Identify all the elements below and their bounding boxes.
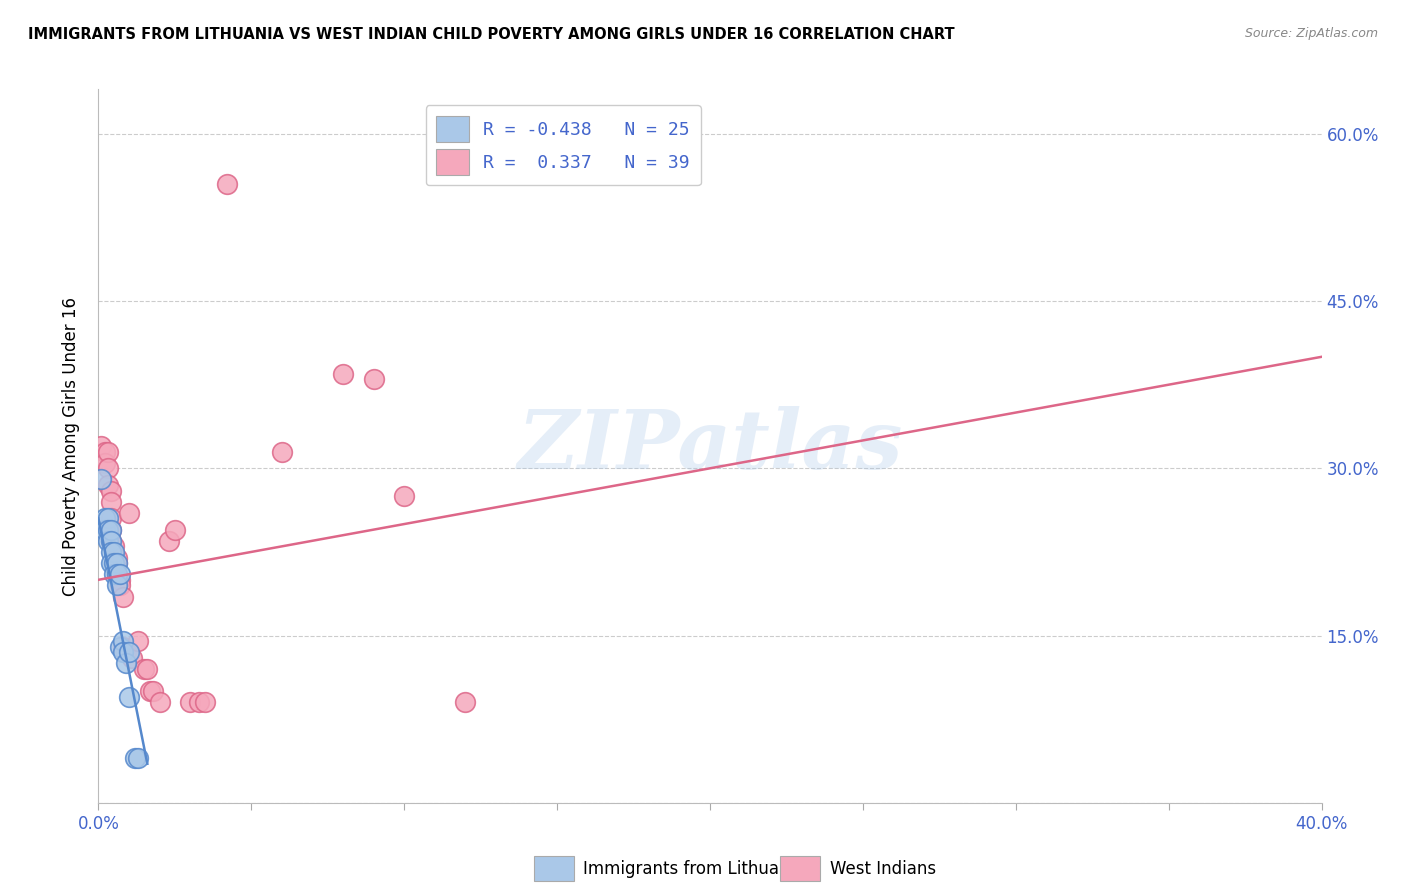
Point bbox=[111, 645, 134, 659]
Point bbox=[103, 550, 125, 565]
Point bbox=[392, 489, 416, 503]
Point bbox=[100, 533, 122, 548]
Point bbox=[139, 684, 162, 698]
Point bbox=[127, 751, 149, 765]
Point bbox=[111, 640, 134, 654]
Point bbox=[188, 696, 211, 710]
Text: IMMIGRANTS FROM LITHUANIA VS WEST INDIAN CHILD POVERTY AMONG GIRLS UNDER 16 CORR: IMMIGRANTS FROM LITHUANIA VS WEST INDIAN… bbox=[28, 27, 955, 42]
Point bbox=[100, 556, 122, 570]
Point bbox=[90, 439, 112, 453]
Point bbox=[118, 506, 141, 520]
Text: ZIPatlas: ZIPatlas bbox=[517, 406, 903, 486]
Point bbox=[103, 567, 125, 582]
Point bbox=[97, 511, 120, 525]
Point bbox=[105, 556, 128, 570]
Point bbox=[103, 545, 125, 559]
Point bbox=[108, 567, 131, 582]
Point bbox=[100, 545, 122, 559]
Point bbox=[108, 573, 131, 587]
Point bbox=[105, 550, 128, 565]
Point bbox=[103, 556, 125, 570]
Text: Source: ZipAtlas.com: Source: ZipAtlas.com bbox=[1244, 27, 1378, 40]
Point bbox=[100, 483, 122, 498]
Legend: R = -0.438   N = 25, R =  0.337   N = 39: R = -0.438 N = 25, R = 0.337 N = 39 bbox=[426, 105, 700, 186]
Point bbox=[332, 367, 354, 381]
Point bbox=[179, 696, 201, 710]
Point bbox=[105, 567, 128, 582]
Point bbox=[100, 523, 122, 537]
Point bbox=[97, 533, 120, 548]
Point bbox=[124, 751, 146, 765]
Point bbox=[100, 523, 122, 537]
Point bbox=[134, 662, 156, 676]
Y-axis label: Child Poverty Among Girls Under 16: Child Poverty Among Girls Under 16 bbox=[62, 296, 80, 596]
Point bbox=[108, 640, 131, 654]
Point bbox=[163, 523, 186, 537]
Point bbox=[363, 372, 385, 386]
Point bbox=[97, 478, 120, 492]
Point bbox=[100, 494, 122, 508]
Point bbox=[105, 556, 128, 570]
Point bbox=[93, 456, 115, 470]
Point bbox=[118, 645, 141, 659]
Point bbox=[93, 511, 115, 525]
Point bbox=[100, 533, 122, 548]
Point bbox=[194, 696, 217, 710]
Point bbox=[157, 533, 180, 548]
Point bbox=[100, 511, 122, 525]
Point bbox=[108, 578, 131, 592]
Point bbox=[121, 651, 143, 665]
Point bbox=[115, 645, 138, 659]
Point bbox=[115, 657, 138, 671]
Point bbox=[118, 690, 141, 704]
Point bbox=[270, 444, 292, 458]
Point bbox=[97, 523, 120, 537]
Point bbox=[127, 634, 149, 648]
Point bbox=[93, 523, 115, 537]
Point bbox=[97, 444, 120, 458]
Point bbox=[136, 662, 159, 676]
Point bbox=[111, 590, 134, 604]
Text: Immigrants from Lithuania: Immigrants from Lithuania bbox=[583, 860, 804, 878]
Point bbox=[215, 177, 238, 191]
Text: West Indians: West Indians bbox=[830, 860, 935, 878]
Point bbox=[105, 578, 128, 592]
Point bbox=[149, 696, 172, 710]
Point bbox=[111, 634, 134, 648]
Point bbox=[142, 684, 165, 698]
Point bbox=[454, 696, 477, 710]
Point bbox=[97, 461, 120, 475]
Point bbox=[103, 539, 125, 553]
Point bbox=[93, 444, 115, 458]
Point bbox=[90, 473, 112, 487]
